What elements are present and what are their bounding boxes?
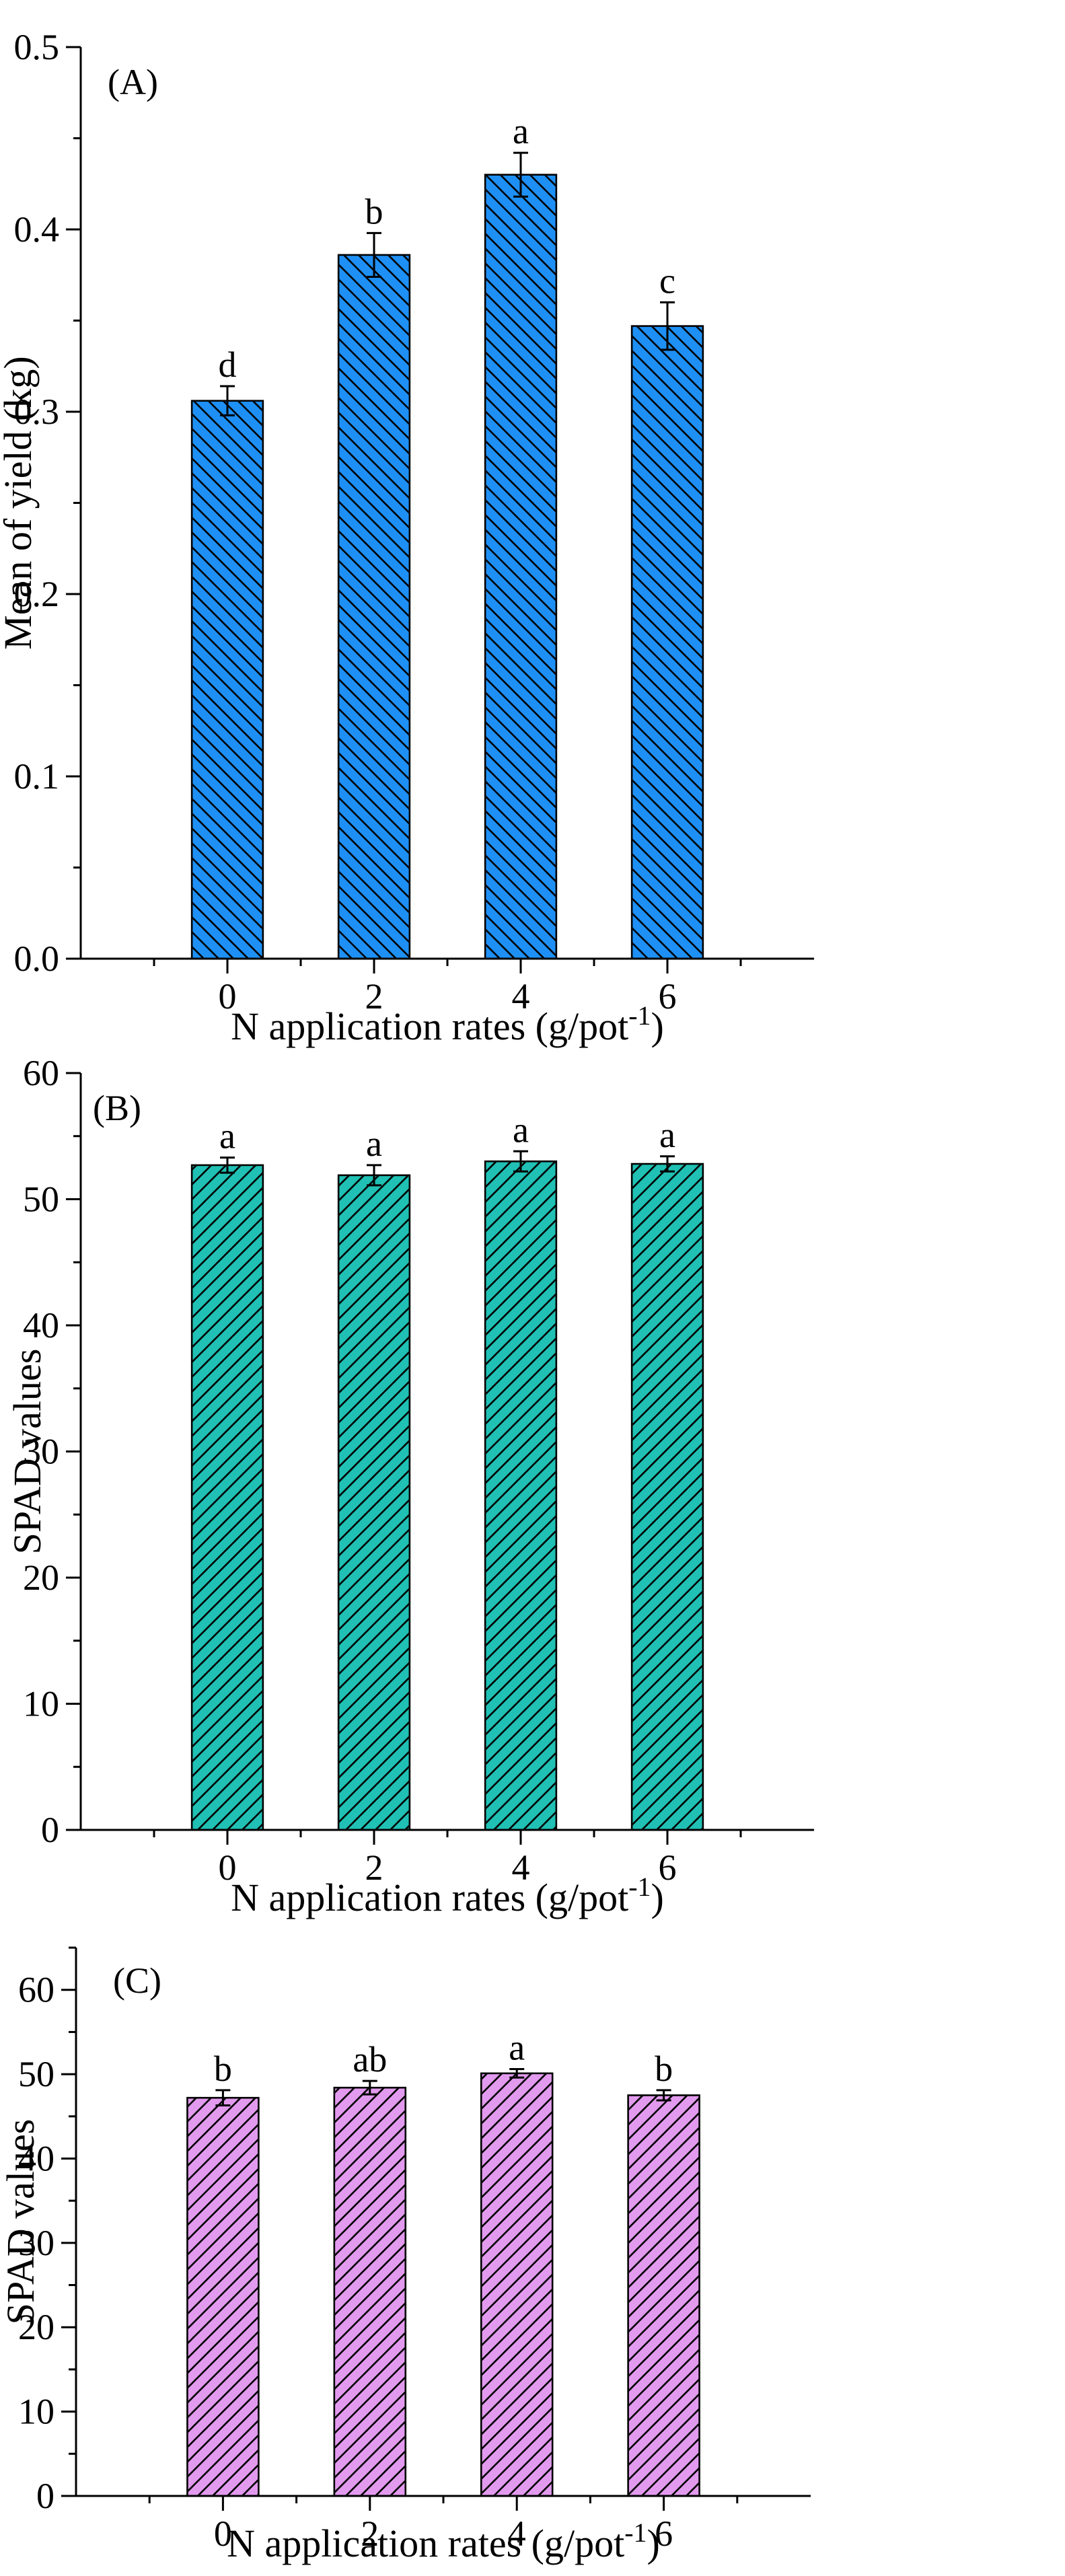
y-tick-label: 0.5: [14, 27, 60, 67]
bar-hatch-0: [190, 400, 264, 960]
x-tick-label: 4: [512, 1847, 530, 1888]
x-axis-label: N application rates (g/pot-1): [231, 1872, 664, 1919]
x-axis-label-superscript: -1: [628, 1000, 651, 1031]
significance-letter: d: [219, 344, 237, 385]
bar-hatch-6: [630, 325, 704, 960]
x-tick-label: 4: [508, 2513, 526, 2554]
y-tick-label: 0.3: [14, 392, 60, 432]
error-bar-0: [220, 385, 235, 416]
bar-hatch-4: [484, 1160, 558, 1831]
bar-hatch-2: [337, 254, 411, 960]
y-axis-label: SPAD values: [0, 2119, 42, 2325]
x-tick-label: 6: [659, 1847, 677, 1888]
error-bar-6: [656, 2089, 671, 2102]
x-axis-label-superscript: -1: [628, 1872, 651, 1902]
significance-letter: b: [214, 2049, 232, 2089]
bar-hatch-2: [337, 1174, 411, 1831]
x-tick-label: 4: [512, 976, 530, 1017]
y-tick-label: 60: [23, 1053, 59, 1093]
x-axis-label-superscript: -1: [624, 2517, 647, 2548]
error-bar-2: [367, 1164, 381, 1187]
bar-hatch-0: [190, 1164, 264, 1831]
error-bar-0: [220, 1156, 235, 1174]
x-tick-label: 6: [655, 2513, 673, 2554]
error-bar-4: [509, 2068, 525, 2079]
x-axis-label-end: ): [647, 2522, 660, 2565]
x-tick-label: 0: [219, 976, 237, 1017]
y-tick-label: 50: [18, 2054, 54, 2094]
y-tick-label: 30: [23, 1432, 59, 1472]
bar-hatch-2: [333, 2086, 407, 2497]
significance-letter: ab: [353, 2039, 387, 2080]
significance-letter: a: [513, 1109, 529, 1150]
panel-label: (B): [93, 1088, 141, 1128]
chart-panel-2: a a a a 0 10 20 30 40 50 60 0 2 4 6 (B) SPAD values N app…: [5, 1053, 814, 1919]
x-axis-label: N application rates (g/pot-1): [231, 1000, 664, 1048]
y-tick-label: 0.2: [14, 574, 60, 614]
error-bar-6: [660, 301, 675, 351]
x-axis-label-end: ): [651, 1876, 664, 1919]
x-tick-label: 2: [361, 2513, 379, 2554]
significance-letter: a: [219, 1116, 235, 1156]
significance-letter: a: [513, 111, 529, 151]
error-bar-6: [660, 1155, 675, 1173]
y-tick-label: 40: [23, 1305, 59, 1346]
y-tick-label: 10: [18, 2392, 54, 2432]
bar-hatch-4: [484, 174, 558, 960]
y-tick-label: 30: [18, 2223, 54, 2263]
chart-panel-1: d b a c 0.0 0.1 0.2 0.3 0.4 0.5 0 2 4 6 (A) Mean of yie…: [0, 27, 814, 1048]
panel-label: (A): [108, 62, 158, 102]
y-tick-label: 50: [23, 1179, 59, 1220]
bar-hatch-6: [630, 1163, 704, 1831]
panel-label: (C): [113, 1960, 161, 2001]
y-tick-label: 0: [36, 2476, 54, 2516]
x-axis-label-text: N application rates (g/pot: [231, 1876, 628, 1919]
x-tick-label: 6: [659, 976, 677, 1017]
x-axis-label-end: ): [651, 1004, 664, 1048]
y-tick-label: 0: [41, 1810, 59, 1850]
significance-letter: c: [659, 260, 675, 301]
y-axis-label: SPAD values: [5, 1349, 49, 1555]
x-tick-label: 0: [214, 2513, 232, 2554]
bar-hatch-0: [186, 2096, 260, 2497]
y-tick-label: 60: [18, 1970, 54, 2010]
y-tick-label: 40: [18, 2138, 54, 2178]
error-bar-4: [513, 151, 528, 198]
significance-letter: a: [509, 2028, 525, 2068]
error-bar-0: [215, 2089, 231, 2106]
y-tick-label: 0.4: [14, 209, 60, 250]
error-bar-2: [367, 231, 381, 278]
error-bar-4: [513, 1150, 528, 1173]
significance-letter: b: [655, 2049, 673, 2089]
x-tick-label: 2: [365, 976, 383, 1017]
x-tick-label: 0: [219, 1847, 237, 1888]
x-axis-label: N application rates (g/pot-1): [227, 2517, 660, 2565]
significance-letter: b: [365, 191, 383, 231]
y-tick-label: 20: [23, 1557, 59, 1598]
bar-hatch-4: [480, 2072, 554, 2497]
y-tick-label: 20: [18, 2307, 54, 2347]
significance-letter: a: [366, 1124, 382, 1164]
y-axis-label: Mean of yield (kg): [0, 356, 40, 649]
y-tick-label: 0.1: [14, 756, 60, 797]
x-axis-label-text: N application rates (g/pot: [231, 1004, 628, 1048]
x-tick-label: 2: [365, 1847, 383, 1888]
y-tick-label: 0.0: [14, 939, 60, 979]
bar-hatch-6: [627, 2094, 700, 2497]
y-tick-label: 10: [23, 1684, 59, 1724]
x-axis-label-text: N application rates (g/pot: [227, 2522, 624, 2565]
error-bar-2: [362, 2080, 377, 2096]
significance-letter: a: [659, 1115, 675, 1155]
